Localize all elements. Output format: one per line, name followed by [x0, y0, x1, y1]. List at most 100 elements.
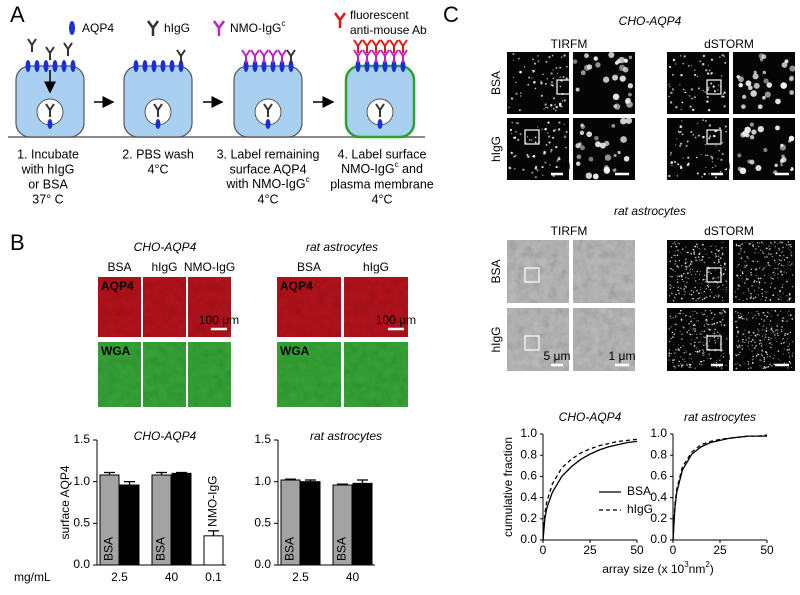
- spot: [752, 297, 755, 300]
- spot: [693, 271, 695, 273]
- spot: [559, 85, 562, 88]
- aqp4-icon: [160, 60, 166, 72]
- spot: [519, 95, 522, 97]
- spot: [537, 55, 539, 57]
- micrograph: [572, 51, 635, 114]
- spot: [541, 174, 544, 176]
- zoom-box: [524, 267, 540, 283]
- spot: [668, 295, 670, 297]
- spot: [681, 133, 684, 136]
- spot: [681, 338, 683, 340]
- spot: [595, 62, 601, 68]
- spot: [544, 161, 546, 163]
- spot: [698, 292, 700, 294]
- spot: [698, 296, 701, 299]
- spot: [686, 331, 688, 333]
- spot: [682, 358, 684, 361]
- spot: [735, 244, 738, 247]
- column-label: NMO-IgG: [184, 260, 235, 274]
- spot: [770, 342, 772, 344]
- spot: [760, 345, 763, 347]
- spot: [709, 135, 712, 137]
- bar: [203, 535, 224, 566]
- spot: [705, 318, 708, 321]
- spot: [719, 312, 721, 314]
- spot: [735, 354, 738, 357]
- spot: [679, 312, 681, 315]
- spot: [677, 279, 679, 281]
- spot: [716, 366, 718, 368]
- legend-text: NMO-IgGc: [230, 19, 285, 35]
- spot: [512, 136, 515, 139]
- spot: [701, 352, 703, 354]
- spot: [739, 269, 741, 271]
- spot: [716, 321, 718, 324]
- bar-label: BSA: [154, 537, 168, 561]
- spot: [703, 336, 705, 338]
- spot: [782, 317, 784, 319]
- spot: [764, 256, 766, 258]
- spot: [770, 253, 772, 255]
- spot: [714, 360, 716, 362]
- x-tick-label: 25: [583, 543, 597, 557]
- aqp4-icon: [52, 60, 58, 72]
- spot: [761, 354, 764, 357]
- aqp4-icon: [133, 60, 139, 72]
- spot: [671, 164, 673, 167]
- spot: [715, 340, 717, 342]
- spot: [750, 274, 753, 276]
- spot: [692, 133, 695, 136]
- micrograph-texture: [344, 277, 408, 337]
- spot: [777, 298, 780, 301]
- spot: [550, 150, 552, 153]
- aqp4-icon: [261, 60, 267, 72]
- spot: [515, 122, 517, 124]
- spot: [681, 333, 683, 335]
- spot: [791, 251, 793, 253]
- spot: [617, 150, 621, 155]
- step-text: 3. Label remaining: [217, 147, 320, 161]
- y-tick-label: 0.0: [73, 557, 90, 571]
- spot: [703, 274, 706, 277]
- spot: [735, 295, 737, 298]
- spot: [558, 121, 561, 124]
- spot: [704, 281, 706, 283]
- spot: [669, 287, 672, 290]
- spot: [745, 279, 746, 281]
- spot: [705, 154, 707, 156]
- spot: [676, 138, 678, 140]
- spot: [781, 320, 784, 322]
- spot: [763, 78, 769, 84]
- spot: [670, 161, 674, 164]
- spot: [767, 365, 770, 368]
- spot: [786, 295, 788, 297]
- spot: [698, 252, 701, 255]
- spot: [699, 259, 701, 261]
- spot: [541, 166, 544, 169]
- spot: [752, 331, 755, 334]
- spot: [779, 158, 784, 163]
- antibody-icon: [353, 49, 363, 63]
- spot: [688, 366, 690, 368]
- spot: [758, 343, 761, 345]
- spot: [738, 277, 739, 279]
- y-axis-label: surface AQP4: [58, 465, 72, 539]
- spot: [717, 158, 719, 160]
- spot: [697, 352, 699, 354]
- spot: [710, 272, 712, 275]
- spot: [685, 268, 688, 270]
- aqp4-icon: [391, 60, 397, 72]
- spot: [762, 350, 764, 352]
- spot: [774, 163, 778, 168]
- antibody-icon: [353, 39, 363, 53]
- spot: [722, 309, 725, 312]
- spot: [747, 312, 749, 314]
- spot: [745, 318, 747, 320]
- group-title: rat astrocytes: [306, 240, 378, 254]
- spot: [739, 250, 741, 252]
- micrograph: [733, 52, 796, 114]
- spot: [772, 278, 774, 280]
- spot: [721, 252, 724, 255]
- spot: [744, 342, 746, 343]
- aqp4-icon: [34, 60, 40, 72]
